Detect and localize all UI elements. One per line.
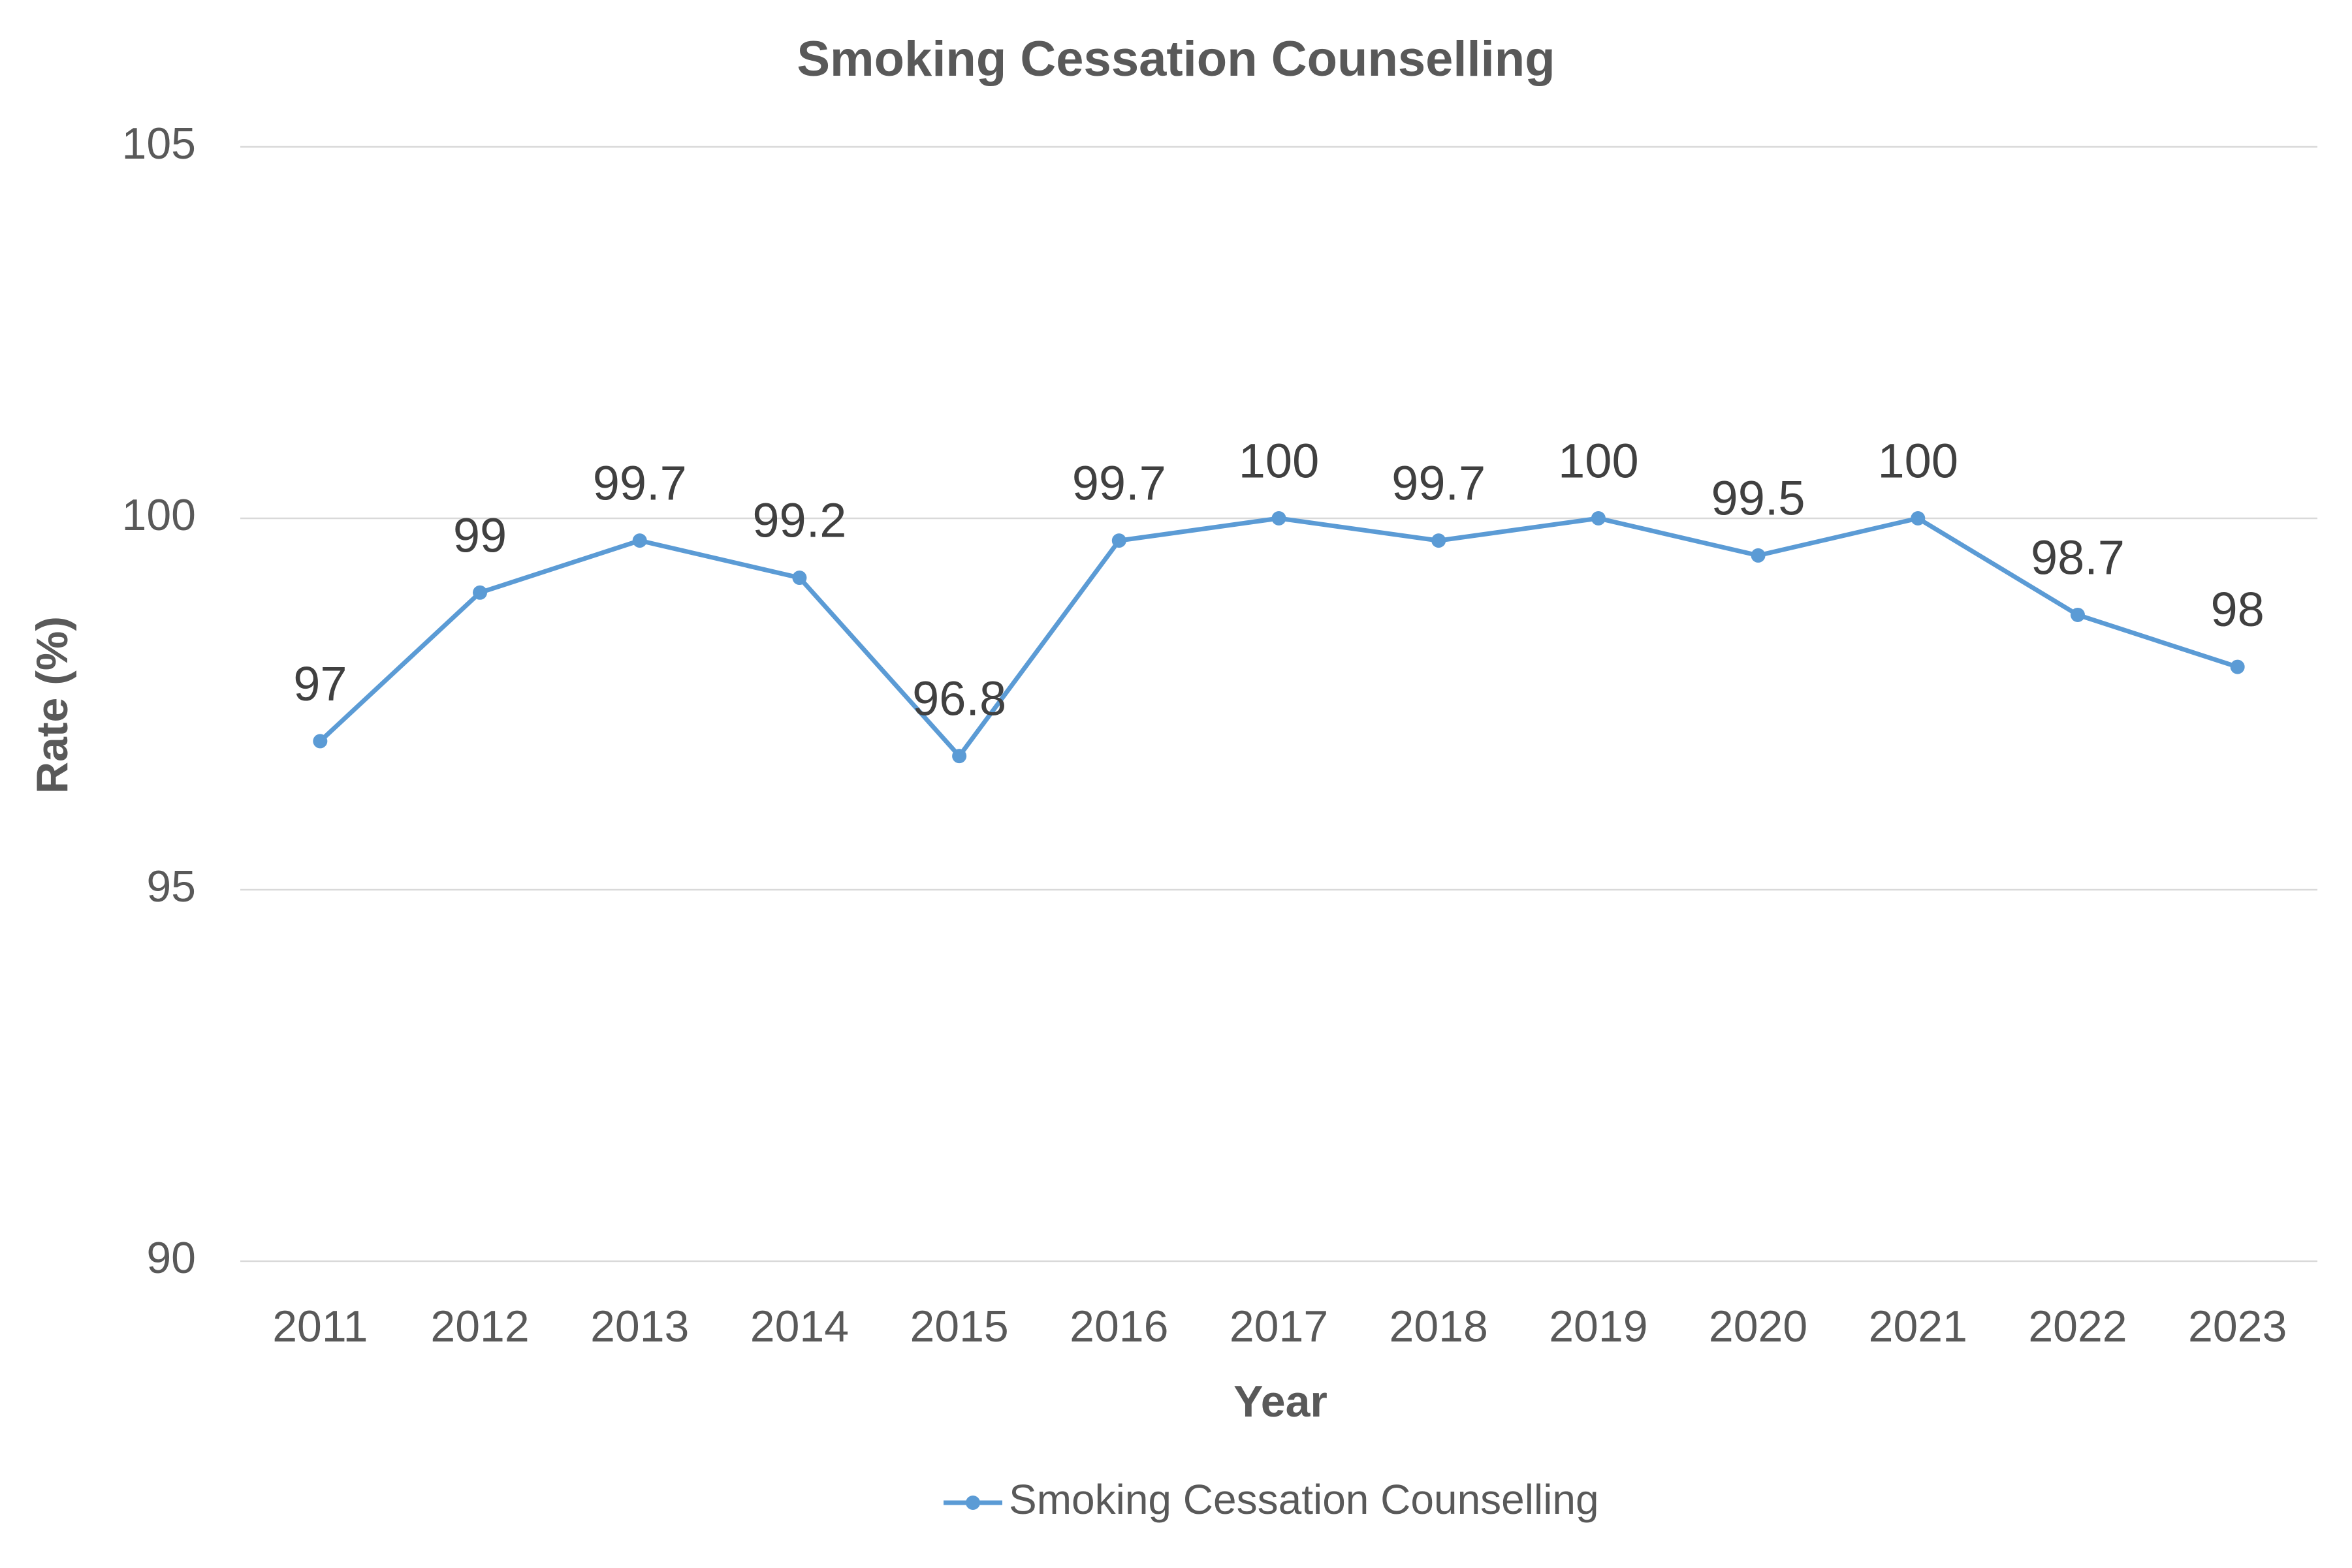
marker: [952, 749, 967, 764]
marker: [313, 734, 328, 749]
marker: [1751, 548, 1766, 563]
x-tick-label: 2021: [1869, 1302, 1967, 1351]
data-label: 100: [1878, 434, 1958, 488]
data-label: 99.7: [1072, 456, 1166, 510]
x-tick-label: 2020: [1709, 1302, 1807, 1351]
marker: [632, 533, 647, 548]
x-tick-label: 2013: [590, 1302, 689, 1351]
data-label: 99.7: [1391, 456, 1486, 510]
x-axis-label: Year: [1233, 1377, 1327, 1426]
x-tick-label: 2022: [2028, 1302, 2127, 1351]
marker: [1271, 511, 1286, 525]
x-tick-label: 2015: [910, 1302, 1008, 1351]
marker: [2070, 607, 2085, 622]
marker: [1431, 533, 1446, 548]
legend-label: Smoking Cessation Counselling: [1009, 1476, 1599, 1523]
x-tick-label: 2018: [1390, 1302, 1488, 1351]
chart-title: Smoking Cessation Counselling: [797, 31, 1555, 87]
marker: [1591, 511, 1606, 525]
marker: [1911, 511, 1926, 525]
marker: [1111, 533, 1126, 548]
data-label: 99.7: [593, 456, 687, 510]
y-tick-label: 90: [146, 1233, 196, 1283]
data-label: 98: [2210, 582, 2264, 636]
x-tick-label: 2012: [430, 1302, 529, 1351]
x-tick-label: 2019: [1549, 1302, 1647, 1351]
data-label: 100: [1558, 434, 1638, 488]
marker: [473, 585, 488, 600]
data-label: 99: [453, 508, 507, 562]
marker: [2230, 659, 2245, 674]
y-tick-label: 100: [122, 490, 196, 540]
y-tick-label: 95: [146, 862, 196, 911]
y-axis-label: Rate (%): [27, 616, 77, 794]
data-label: 99.5: [1711, 471, 1805, 525]
x-tick-label: 2014: [750, 1302, 849, 1351]
data-label: 100: [1239, 434, 1319, 488]
y-tick-label: 105: [122, 119, 196, 168]
x-tick-label: 2011: [272, 1302, 368, 1351]
marker: [792, 571, 807, 586]
x-tick-label: 2023: [2188, 1302, 2287, 1351]
data-label: 99.2: [752, 494, 846, 548]
legend-marker: [966, 1496, 980, 1510]
x-tick-label: 2016: [1070, 1302, 1168, 1351]
x-tick-label: 2017: [1230, 1302, 1328, 1351]
line: [318, 516, 2238, 759]
data-label: 97: [293, 657, 347, 711]
data-label: 96.8: [912, 672, 1006, 726]
data-label: 98.7: [2031, 530, 2125, 584]
